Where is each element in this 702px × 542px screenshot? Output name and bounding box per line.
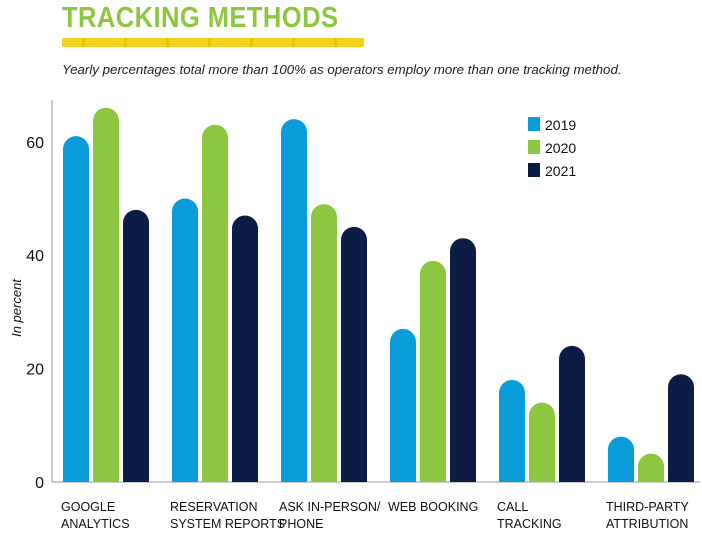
- bar-2019-2: [281, 119, 307, 483]
- y-axis-label: In percent: [9, 278, 24, 337]
- y-tick-label: 40: [26, 248, 44, 265]
- category-label: ATTRIBUTION: [606, 517, 688, 531]
- bar-2020-0: [93, 107, 120, 483]
- category-label: CALL: [497, 500, 528, 514]
- chart-subtitle: Yearly percentages total more than 100% …: [62, 62, 622, 77]
- y-tick-label: 0: [35, 475, 44, 492]
- category-label: ANALYTICS: [61, 517, 130, 531]
- bar-2021-2: [341, 226, 367, 482]
- category-label: PHONE: [279, 517, 323, 531]
- legend-label-2020: 2020: [545, 140, 576, 156]
- category-label: ASK IN-PERSON/: [279, 500, 381, 514]
- legend-swatch-2021: [528, 163, 540, 177]
- bar-2021-5: [668, 374, 694, 482]
- bar-2020-4: [529, 402, 555, 482]
- bar-2019-3: [390, 328, 416, 482]
- category-label: RESERVATION: [170, 500, 258, 514]
- category-label: WEB BOOKING: [388, 500, 478, 514]
- bar-2019-0: [63, 136, 89, 483]
- bar-2020-2: [311, 204, 337, 482]
- bar-2020-3: [420, 260, 446, 482]
- category-label: TRACKING: [497, 517, 562, 531]
- y-tick-label: 60: [26, 135, 44, 152]
- title-underline: [62, 38, 364, 47]
- bar-2020-5: [638, 453, 664, 482]
- bar-2021-0: [123, 209, 149, 482]
- category-label: THIRD-PARTY: [606, 500, 690, 514]
- bar-2020-1: [202, 124, 228, 482]
- bar-2019-1: [172, 198, 198, 483]
- bar-2019-5: [608, 436, 634, 482]
- category-label: GOOGLE: [61, 500, 115, 514]
- bar-2021-1: [232, 215, 258, 482]
- y-tick-label: 20: [26, 362, 44, 379]
- bar-2021-4: [559, 345, 585, 482]
- bar-2019-4: [499, 379, 525, 482]
- bar-2021-3: [450, 238, 476, 482]
- legend-label-2021: 2021: [545, 163, 576, 179]
- chart-title: TRACKING METHODS: [62, 2, 339, 34]
- category-label: SYSTEM REPORTS: [170, 517, 285, 531]
- legend-swatch-2020: [528, 140, 540, 154]
- legend-label-2019: 2019: [545, 117, 576, 133]
- legend-swatch-2019: [528, 117, 540, 131]
